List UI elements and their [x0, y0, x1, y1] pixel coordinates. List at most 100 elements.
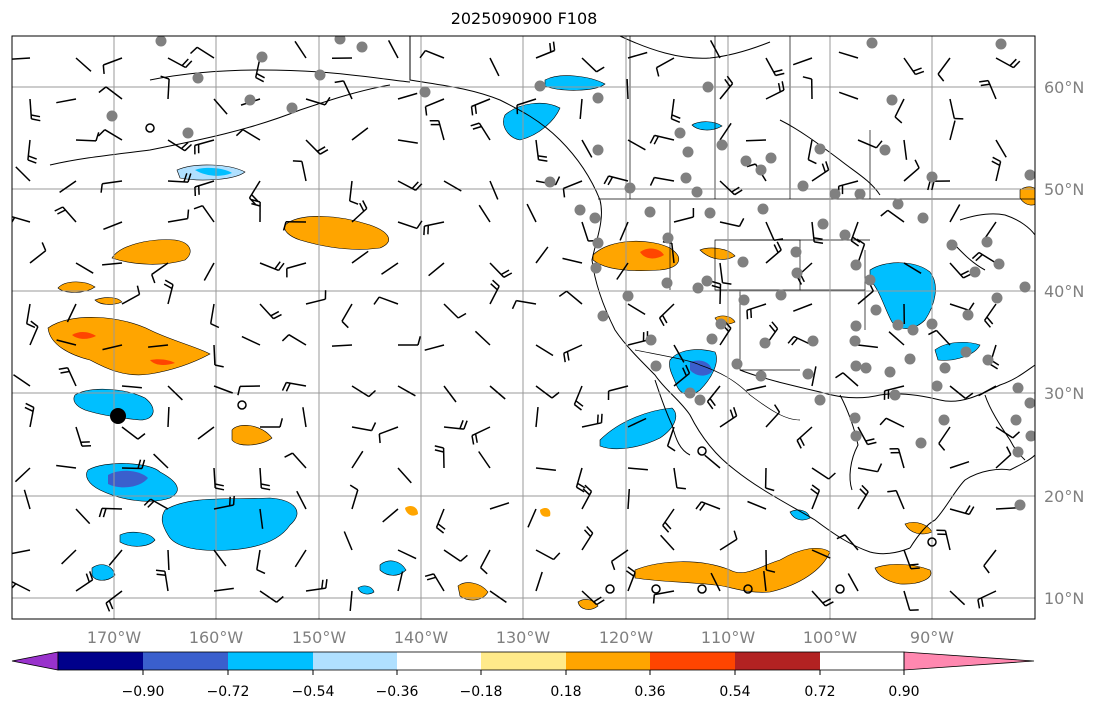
wind-barb-flag	[1009, 58, 1017, 67]
wind-barb	[397, 221, 418, 230]
station-dot	[244, 94, 256, 106]
wind-barb	[259, 508, 264, 529]
station-dot	[731, 358, 743, 370]
wind-barb	[666, 426, 675, 447]
station-dot	[694, 394, 706, 406]
wind-barb	[894, 98, 905, 118]
wind-barb-flag	[424, 106, 428, 116]
wind-barb-flag	[1012, 431, 1021, 439]
wind-barb-flag	[828, 472, 836, 480]
wind-barb-flag	[577, 482, 586, 489]
wind-barb-flag	[750, 308, 753, 318]
wind-barb-flag	[251, 194, 259, 202]
wind-barb-flag	[210, 323, 220, 329]
wind-barb	[673, 216, 694, 223]
station-dot	[938, 414, 950, 426]
wind-barb-flag	[163, 283, 173, 290]
wind-barb-flag	[576, 486, 585, 493]
station-dot	[939, 362, 951, 374]
negative-anomaly-area	[357, 585, 375, 595]
positive-anomaly-area	[640, 248, 664, 259]
wind-barb	[474, 330, 491, 346]
wind-barb	[292, 452, 307, 469]
wind-barb	[535, 385, 553, 399]
colorbar-segment	[650, 652, 735, 670]
positive-anomaly-area	[57, 281, 96, 293]
wind-barb	[213, 98, 228, 115]
wind-barb-flag	[100, 183, 103, 193]
lon-label: 170°W	[87, 628, 142, 647]
wind-barb	[535, 571, 543, 592]
wind-barb	[75, 139, 97, 142]
wind-barb-flag	[726, 75, 734, 84]
wind-barb	[23, 489, 31, 510]
station-dot	[864, 274, 876, 286]
wind-barb	[351, 450, 364, 469]
colorbar-segment	[735, 652, 820, 670]
wind-barb-flag	[102, 508, 107, 518]
station-dot	[1025, 430, 1035, 442]
wind-barb-flag	[270, 310, 280, 317]
station-dot	[807, 335, 819, 347]
positive-anomaly-area	[405, 506, 418, 516]
wind-barb-flag	[261, 487, 271, 491]
station-dot	[706, 333, 718, 345]
wind-barb-flag	[586, 525, 594, 534]
wind-barb-flag	[573, 403, 582, 411]
map-frame	[11, 35, 1036, 620]
wind-barb	[949, 204, 961, 223]
wind-barb-flag	[292, 160, 302, 163]
wind-barb	[108, 549, 123, 566]
wind-barb-flag	[24, 406, 34, 412]
station-dot	[1014, 499, 1026, 511]
wind-barb	[566, 290, 583, 305]
wind-barb-flag	[836, 534, 846, 540]
wind-barb-flag	[732, 407, 738, 417]
wind-barb-flag	[470, 106, 474, 116]
wind-barb-flag	[30, 114, 41, 118]
positive-anomaly-area	[457, 582, 489, 601]
wind-barb-flag	[706, 401, 714, 410]
wind-barb-flag	[470, 122, 480, 127]
wind-barb-flag	[150, 274, 156, 284]
wind-barb-flag	[349, 484, 359, 491]
wind-barb	[949, 303, 970, 312]
wind-barb-flag	[711, 284, 721, 289]
negative-anomaly-area	[73, 388, 154, 421]
wind-barb-flag	[661, 314, 668, 324]
station-dot	[839, 229, 851, 241]
wind-barb	[102, 262, 123, 266]
wind-barb-flag	[787, 336, 795, 344]
wind-barb	[397, 139, 418, 144]
wind-barb-flag	[136, 285, 141, 295]
wind-barb	[213, 549, 227, 567]
station-dot	[755, 370, 767, 382]
positive-anomaly-area	[94, 297, 123, 305]
wind-barb	[671, 243, 675, 264]
wind-barb	[887, 209, 905, 223]
wind-barb	[983, 549, 997, 567]
wind-barb	[895, 490, 905, 510]
wind-barb-flag	[538, 159, 548, 162]
wind-barb	[56, 339, 77, 346]
wind-barb	[59, 180, 77, 194]
wind-barb	[995, 507, 1017, 510]
wind-barb-flag	[649, 135, 656, 144]
station-dot	[701, 275, 713, 287]
colorbar-tick-label: −0.54	[292, 684, 335, 700]
wind-barb-flag	[596, 414, 599, 424]
wind-barb-flag	[102, 64, 105, 74]
wind-barb-flag	[738, 218, 745, 227]
wind-barb-flag	[563, 353, 566, 363]
wind-barb-flag	[664, 521, 672, 530]
wind-barb	[75, 262, 94, 274]
wind-barb-flag	[814, 241, 824, 245]
wind-barb-flag	[582, 488, 591, 496]
station-dot	[969, 266, 981, 278]
wind-barb-flag	[915, 70, 925, 76]
wind-barb	[382, 508, 399, 523]
colorbar-tick-label: 0.18	[550, 684, 581, 700]
wind-barb	[12, 57, 31, 60]
wind-barb-flag	[685, 364, 691, 374]
station-dot	[931, 380, 943, 392]
